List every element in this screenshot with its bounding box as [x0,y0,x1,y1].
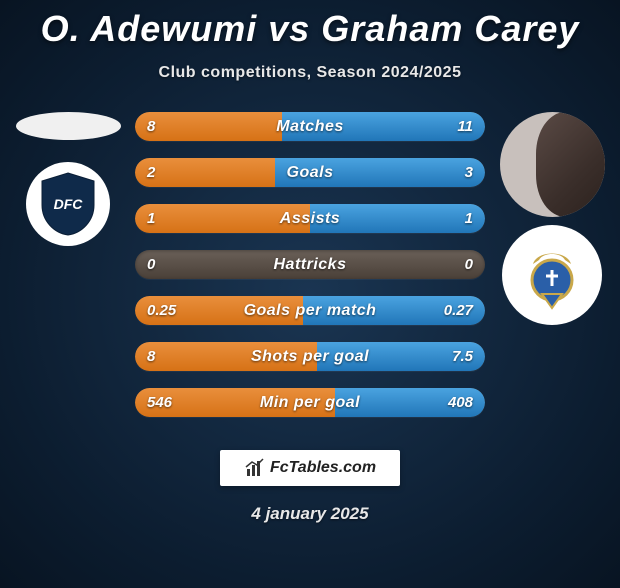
stat-label: Goals [135,158,485,187]
brand-text: FcTables.com [270,459,376,477]
chart-icon [244,457,266,479]
footer-date: 4 january 2025 [0,504,620,524]
club-initials: DFC [54,196,84,212]
stat-row: 00Hattricks [135,250,485,279]
stat-label: Goals per match [135,296,485,325]
crest-icon [513,236,591,314]
stat-label: Min per goal [135,388,485,417]
stat-row: 546408Min per goal [135,388,485,417]
stat-label: Matches [135,112,485,141]
left-player-avatar [16,112,121,140]
stat-label: Assists [135,204,485,233]
comparison-area: DFC 811Matches 23Goals 11Assists 00Hattrick… [0,112,620,432]
stat-label: Shots per goal [135,342,485,371]
page-title: O. Adewumi vs Graham Carey [0,8,620,50]
right-player-column [492,112,612,325]
subtitle: Club competitions, Season 2024/2025 [0,64,620,82]
stat-row: 0.250.27Goals per match [135,296,485,325]
brand-badge: FcTables.com [220,450,400,486]
shield-icon: DFC [38,171,98,237]
stat-row: 811Matches [135,112,485,141]
stat-row: 11Assists [135,204,485,233]
stat-row: 87.5Shots per goal [135,342,485,371]
right-club-badge [502,225,602,325]
stat-bars: 811Matches 23Goals 11Assists 00Hattricks 0.2… [135,112,485,434]
left-club-badge: DFC [26,162,110,246]
right-player-avatar [500,112,605,217]
left-player-column: DFC [8,112,128,246]
stat-row: 23Goals [135,158,485,187]
stat-label: Hattricks [135,250,485,279]
